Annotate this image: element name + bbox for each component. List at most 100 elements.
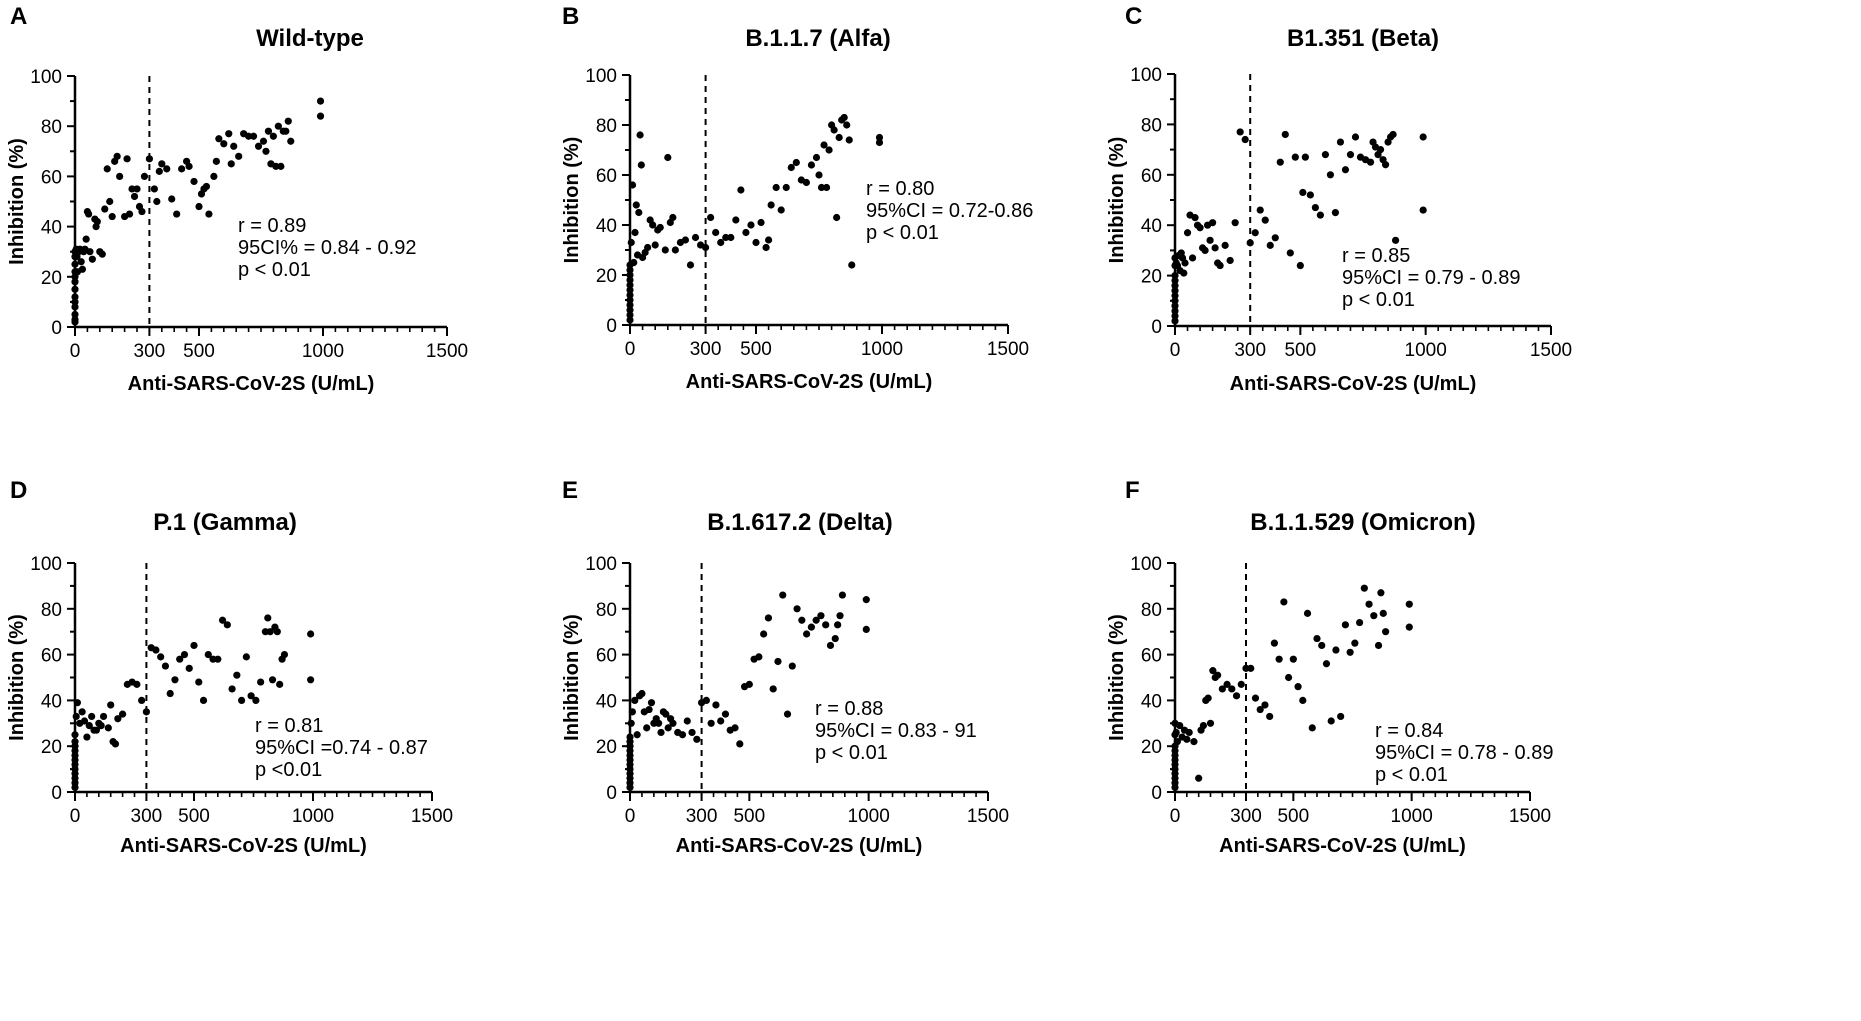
data-point	[316, 97, 325, 105]
panel-title: Wild-type	[256, 25, 364, 52]
stat-line: 95%CI =0.74 - 0.87	[255, 737, 428, 759]
data-point	[637, 161, 645, 169]
data-point	[1276, 158, 1284, 166]
panel-letter: F	[1125, 477, 1140, 504]
y-tick-label: 100	[585, 66, 617, 87]
data-point	[212, 157, 220, 165]
data-point	[875, 133, 884, 142]
data-point	[98, 250, 106, 258]
data-point	[835, 133, 843, 142]
data-point	[1327, 717, 1335, 725]
stat-line: 95%CI = 0.72-0.86	[866, 200, 1033, 222]
data-point	[862, 596, 870, 604]
data-point	[671, 246, 679, 254]
x-tick-label: 300	[690, 339, 722, 360]
data-point	[752, 238, 760, 247]
data-point	[264, 127, 273, 135]
data-point	[772, 183, 780, 192]
data-point	[307, 676, 315, 684]
y-tick-label: 0	[1151, 317, 1162, 338]
data-point	[848, 261, 856, 269]
panel-title: B.1.1.7 (Alfa)	[745, 25, 890, 52]
data-point	[1228, 685, 1236, 693]
data-point	[657, 728, 665, 737]
data-point	[812, 616, 820, 624]
data-point	[1346, 648, 1354, 656]
data-point	[1381, 161, 1390, 169]
data-point	[1231, 219, 1239, 227]
y-tick-label: 80	[596, 116, 617, 137]
data-point	[757, 218, 765, 227]
x-tick-label: 300	[134, 341, 166, 362]
x-tick-label: 500	[183, 341, 215, 362]
data-point	[627, 238, 635, 247]
data-point	[71, 738, 79, 746]
x-tick-label: 1500	[987, 339, 1029, 360]
panel-title: B1.351 (Beta)	[1287, 25, 1439, 52]
data-point	[1211, 244, 1219, 252]
data-point	[1341, 166, 1350, 174]
data-point	[626, 316, 634, 324]
x-tick-label: 1000	[861, 339, 903, 360]
data-point	[1379, 609, 1387, 617]
data-point	[764, 614, 773, 622]
data-point	[812, 153, 821, 162]
data-point	[1294, 683, 1302, 691]
stat-line: r = 0.81	[255, 715, 323, 737]
data-point	[717, 717, 725, 725]
data-point	[73, 699, 81, 707]
y-tick-label: 20	[596, 737, 617, 758]
data-point	[742, 228, 750, 237]
data-point	[264, 614, 272, 622]
y-tick-label: 60	[41, 167, 62, 188]
data-point	[836, 612, 844, 620]
data-point	[269, 132, 277, 140]
data-point	[838, 591, 847, 599]
y-tick-label: 100	[1130, 65, 1162, 86]
data-point	[627, 719, 635, 727]
panel-letter: E	[562, 477, 578, 504]
stat-line: p < 0.01	[238, 259, 311, 281]
data-point	[647, 699, 656, 707]
data-point	[1246, 239, 1254, 247]
data-point	[88, 255, 96, 263]
data-point	[702, 696, 710, 705]
data-point	[767, 201, 775, 209]
data-point	[133, 680, 141, 688]
data-point	[1341, 621, 1349, 629]
data-point	[807, 161, 816, 169]
data-point	[1291, 153, 1299, 161]
data-point	[1261, 701, 1269, 709]
data-point	[702, 243, 710, 252]
data-point	[116, 172, 124, 180]
data-point	[1236, 128, 1244, 136]
data-point	[792, 158, 800, 167]
data-point	[93, 217, 101, 226]
data-point	[1331, 209, 1340, 217]
data-point	[227, 160, 235, 168]
data-point	[114, 715, 122, 723]
data-point	[180, 651, 189, 659]
data-point	[85, 210, 93, 218]
data-point	[104, 724, 112, 732]
data-point	[1183, 735, 1191, 743]
data-point	[1370, 612, 1378, 620]
data-point	[1256, 705, 1264, 714]
panel-letter: B	[562, 3, 579, 30]
data-point	[185, 664, 193, 672]
data-point	[1271, 234, 1279, 242]
data-point	[683, 717, 691, 725]
data-point	[840, 113, 848, 122]
data-point	[1391, 236, 1400, 244]
y-tick-label: 0	[606, 316, 617, 337]
x-tick-label: 500	[1284, 340, 1316, 361]
data-point	[273, 628, 281, 636]
data-point	[1376, 146, 1385, 154]
y-axis-label: Inhibition (%)	[1106, 614, 1128, 741]
data-point	[1237, 680, 1245, 688]
data-point	[138, 696, 146, 705]
data-point	[1306, 191, 1314, 199]
data-point	[626, 306, 634, 314]
data-point	[92, 726, 101, 734]
y-tick-label: 0	[51, 783, 62, 804]
